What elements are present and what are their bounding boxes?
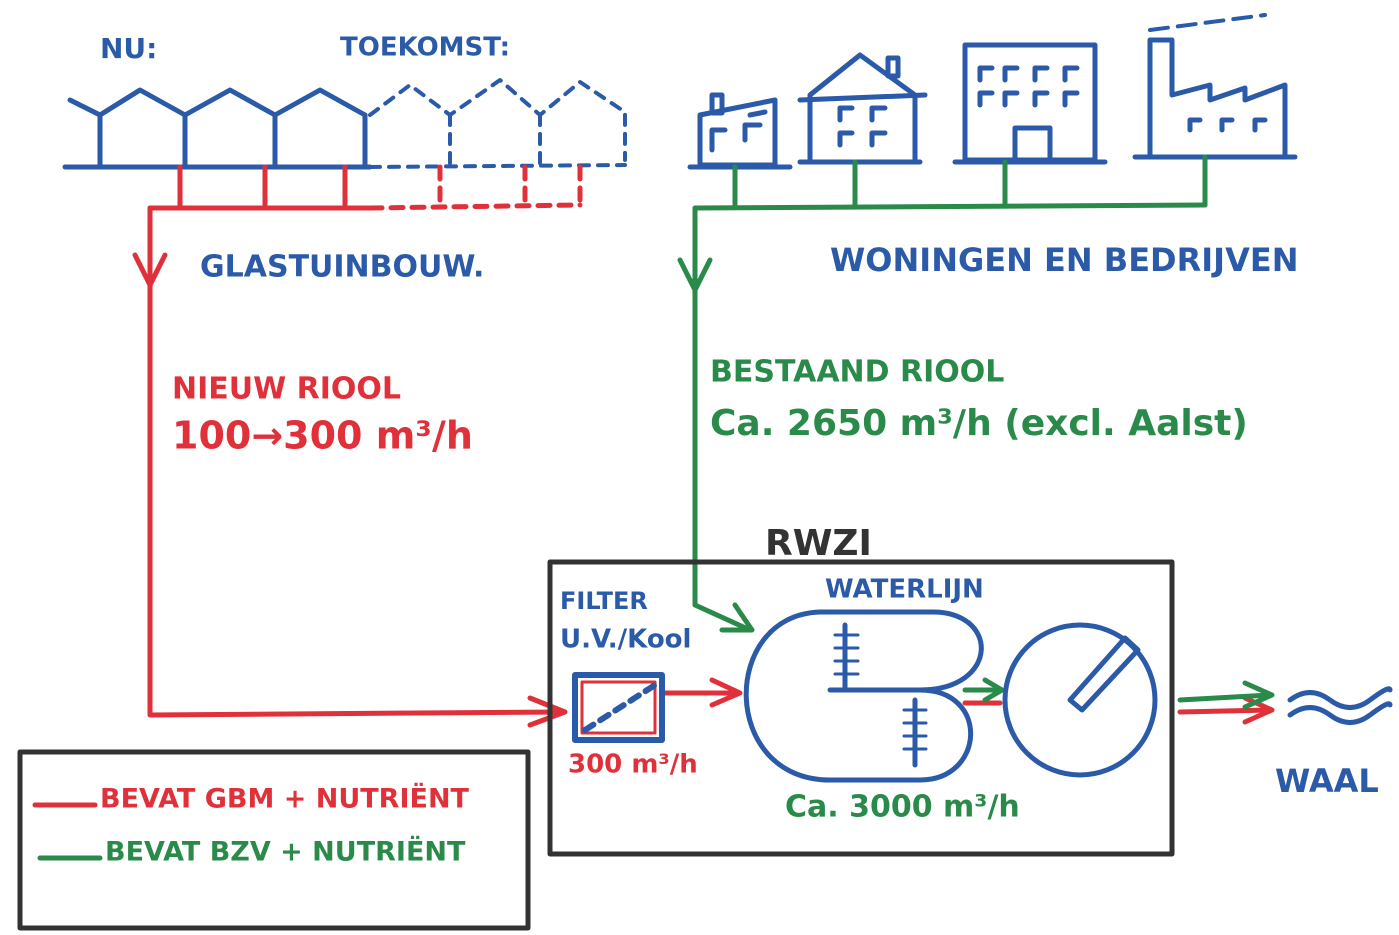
label: WATERLIJN [825, 575, 984, 605]
plant-box [547, 559, 1175, 857]
red-pipes [132, 164, 1275, 728]
legend-entry: BEVAT BZV + NUTRIËNT [105, 836, 466, 868]
label: TOEKOMST: [340, 33, 510, 63]
label: 100→300 m³/h [172, 414, 473, 458]
green-pipes [677, 154, 1275, 710]
label: GLASTUINBOUW. [200, 250, 484, 285]
label: NIEUW RIOOL [172, 372, 401, 407]
label: RWZI [765, 523, 872, 564]
label: FILTER [560, 587, 648, 615]
label: NU: [100, 32, 157, 65]
filter-box [572, 672, 665, 743]
label: Ca. 3000 m³/h [785, 790, 1020, 825]
label: WAAL [1275, 762, 1379, 800]
label: Ca. 2650 m³/h (excl. Aalst) [710, 403, 1248, 444]
buildings [687, 13, 1298, 170]
waterline [743, 609, 1393, 783]
label: 300 m³/h [568, 750, 698, 780]
label: BESTAAND RIOOL [710, 355, 1004, 390]
label: U.V./Kool [560, 625, 691, 655]
filter-inner [580, 680, 657, 735]
filter-diagonal [582, 682, 658, 733]
legend-box [17, 749, 531, 931]
label: WONINGEN EN BEDRIJVEN [830, 241, 1298, 279]
greenhouses [62, 78, 627, 170]
legend-entry: BEVAT GBM + NUTRIËNT [100, 783, 470, 815]
